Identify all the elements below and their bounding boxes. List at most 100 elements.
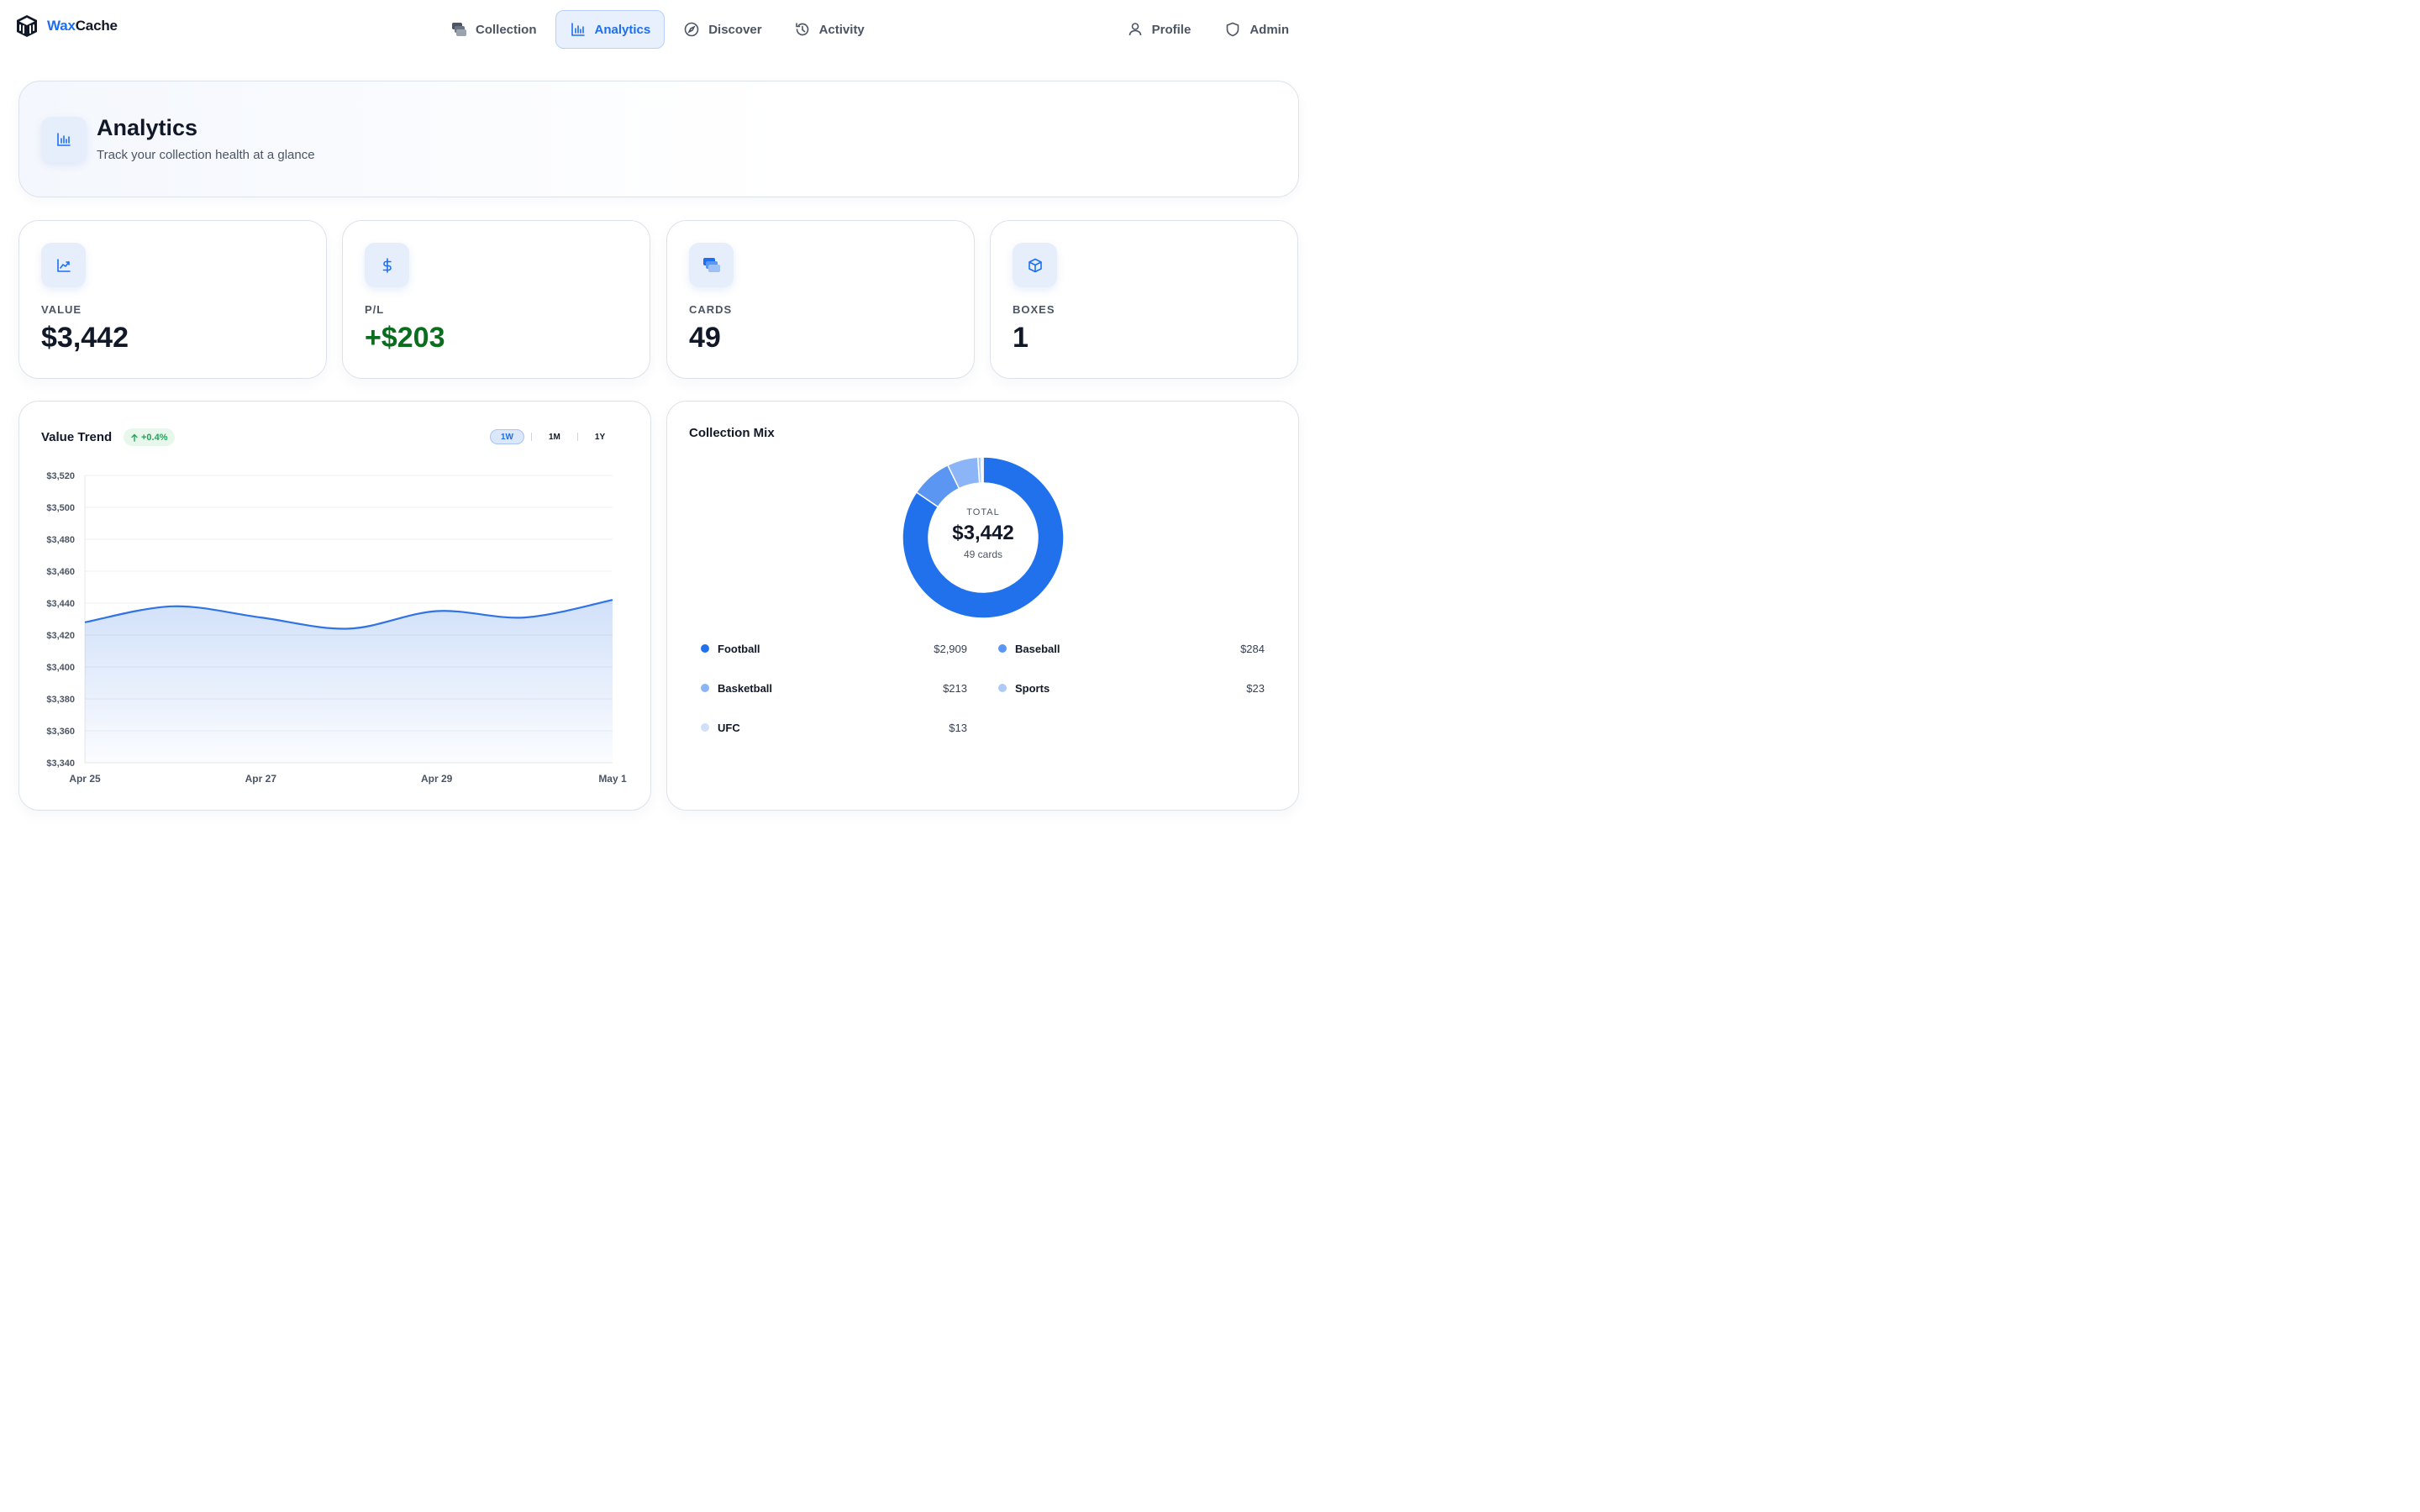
value-trend-chart: $3,340 $3,360 $3,380 $3,400 $3,420 $3,440 $3,4… <box>46 471 627 785</box>
x-tick-label: Apr 29 <box>421 773 453 785</box>
donut-total-value: $3,442 <box>952 522 1014 544</box>
bar-chart-icon <box>571 23 585 36</box>
stat-icon-tile <box>1013 243 1057 287</box>
legend-item-sports[interactable]: Sports $23 <box>998 680 1265 696</box>
stat-label: BOXES <box>1013 303 1055 316</box>
nav-admin[interactable]: Admin <box>1211 10 1302 49</box>
trend-change-badge: +0.4% <box>124 428 175 446</box>
shield-icon <box>1227 22 1239 37</box>
legend-value: $2,909 <box>934 642 967 655</box>
y-tick-label: $3,500 <box>46 503 75 513</box>
page-header: Analytics Track your collection health a… <box>18 81 1299 197</box>
stat-card-boxes: BOXES 1 <box>990 220 1298 379</box>
page-subtitle: Track your collection health at a glance <box>97 148 315 162</box>
page-title: Analytics <box>97 115 198 140</box>
nav-activity-label: Activity <box>818 22 865 37</box>
nav-profile[interactable]: Profile <box>1113 10 1205 49</box>
collection-mix-title: Collection Mix <box>689 426 775 440</box>
account-nav: Profile Admin <box>1107 10 1302 49</box>
y-tick-label: $3,380 <box>46 695 75 705</box>
arrow-up-icon <box>131 433 138 442</box>
compass-icon <box>684 22 699 37</box>
bar-chart-icon <box>57 133 71 146</box>
nav-profile-label: Profile <box>1151 22 1192 37</box>
legend-dot <box>998 644 1007 653</box>
donut-slice-football[interactable] <box>902 456 1065 619</box>
legend-item-baseball[interactable]: Baseball $284 <box>998 640 1265 657</box>
legend-item-basketball[interactable]: Basketball $213 <box>701 680 967 696</box>
y-tick-label: $3,360 <box>46 727 75 737</box>
range-tab-1y[interactable]: 1Y <box>594 432 606 442</box>
brand-logo[interactable]: WaxCache <box>15 13 118 39</box>
nav-analytics-label: Analytics <box>594 22 651 37</box>
y-tick-label: $3,340 <box>46 759 75 769</box>
legend-name: Baseball <box>1015 642 1060 655</box>
value-trend-panel: Value Trend +0.4% 1W 1M 1Y $3,340 $3,360 $… <box>18 401 651 811</box>
stat-value: 1 <box>1013 322 1028 354</box>
range-divider <box>531 433 532 441</box>
user-icon <box>1128 23 1141 36</box>
box-icon <box>1028 258 1042 272</box>
stat-icon-tile <box>365 243 409 287</box>
trend-area <box>85 600 613 763</box>
y-tick-label: $3,480 <box>46 535 75 545</box>
brand-name-part1: Wax <box>47 18 76 34</box>
stat-card-cards: CARDS 49 <box>666 220 975 379</box>
donut-center-summary: TOTAL $3,442 49 cards <box>908 507 1059 560</box>
value-trend-title: Value Trend <box>41 430 113 444</box>
legend-dot <box>701 684 709 692</box>
legend-value: $213 <box>943 681 967 695</box>
cards-stack-icon <box>702 257 720 272</box>
stat-label: P/L <box>365 303 385 316</box>
stat-icon-tile <box>41 243 86 287</box>
legend-value: $13 <box>949 721 967 734</box>
x-tick-label: Apr 27 <box>245 773 277 785</box>
stat-value: +$203 <box>365 322 445 354</box>
y-tick-label: $3,440 <box>46 599 75 609</box>
nav-collection[interactable]: Collection <box>437 10 550 49</box>
legend-dot <box>998 684 1007 692</box>
y-tick-label: $3,460 <box>46 567 75 577</box>
top-nav: WaxCache Collection Analytics Discover <box>0 0 1318 59</box>
nav-analytics[interactable]: Analytics <box>555 10 666 49</box>
collection-mix-panel: Collection Mix TOTAL $3,442 49 cards Foo… <box>666 401 1299 811</box>
legend-name: Football <box>718 642 760 655</box>
legend-item-football[interactable]: Football $2,909 <box>701 640 967 657</box>
stat-value: $3,442 <box>41 322 129 354</box>
range-tab-1m[interactable]: 1M <box>549 432 560 442</box>
stat-value: 49 <box>689 322 721 354</box>
nav-admin-label: Admin <box>1249 22 1289 37</box>
brand-name-part2: Cache <box>75 18 118 34</box>
dollar-icon <box>382 257 392 273</box>
trend-chart-icon <box>56 258 71 272</box>
range-tabs: 1W 1M 1Y <box>490 429 615 444</box>
donut-total-cards: 49 cards <box>963 549 1003 560</box>
stat-icon-tile <box>689 243 734 287</box>
range-divider <box>576 433 578 441</box>
main-nav: Collection Analytics Discover Activity <box>437 10 883 49</box>
x-tick-label: May 1 <box>598 773 627 785</box>
nav-collection-label: Collection <box>476 22 537 37</box>
wax-cube-logo-icon <box>17 15 37 37</box>
donut-slice-ufc[interactable] <box>980 456 984 484</box>
nav-activity[interactable]: Activity <box>781 10 878 49</box>
collection-mix-donut <box>902 456 1065 619</box>
hero-icon-tile <box>41 117 87 162</box>
range-tab-1w[interactable]: 1W <box>490 429 524 444</box>
legend-item-ufc[interactable]: UFC $13 <box>701 719 967 736</box>
brand-name: WaxCache <box>47 18 118 34</box>
stat-card-value: VALUE $3,442 <box>18 220 327 379</box>
legend-name: UFC <box>718 721 740 734</box>
y-tick-label: $3,400 <box>46 663 75 673</box>
legend-dot <box>701 644 709 653</box>
trend-line <box>84 599 613 630</box>
legend-name: Sports <box>1015 681 1050 695</box>
nav-discover[interactable]: Discover <box>670 10 775 49</box>
legend-value: $284 <box>1240 642 1265 655</box>
cards-stack-icon <box>452 23 466 36</box>
legend-name: Basketball <box>718 681 773 695</box>
stat-card-pl: P/L +$203 <box>342 220 650 379</box>
donut-total-label: TOTAL <box>966 507 1000 517</box>
x-tick-label: Apr 25 <box>69 773 101 785</box>
history-icon <box>795 23 808 36</box>
